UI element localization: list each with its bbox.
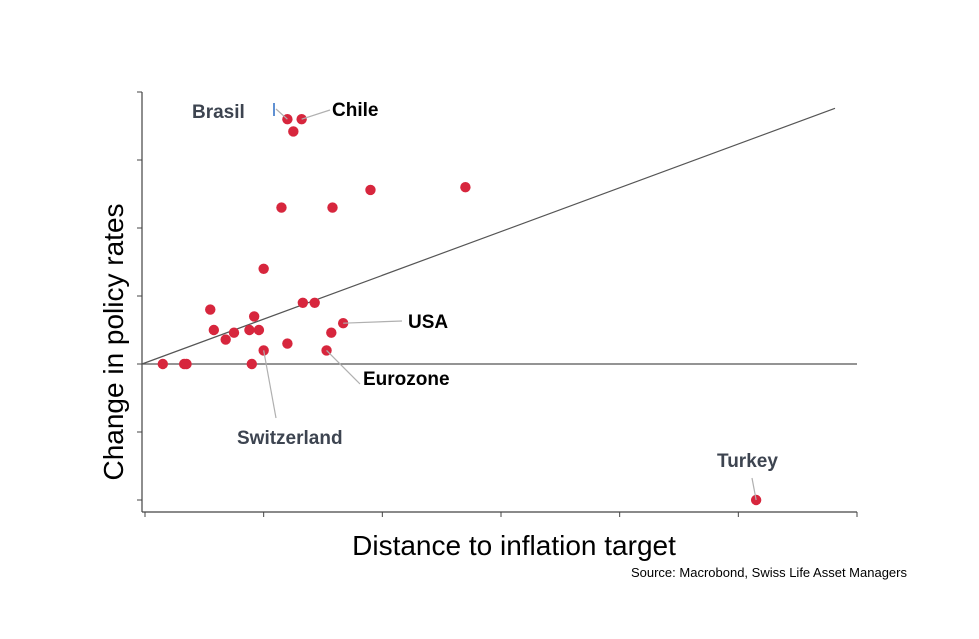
- annotation-chile: Chile: [332, 100, 378, 121]
- leader-line: [751, 477, 757, 501]
- data-point: [258, 345, 269, 356]
- annotation-turkey: Turkey: [717, 451, 778, 472]
- data-point: [220, 334, 231, 345]
- data-point: [365, 184, 376, 196]
- annotations: Brasil Chile USA Eurozone Switzerland Turkey: [192, 100, 778, 501]
- annotation-eurozone: Eurozone: [363, 369, 450, 390]
- data-point: [276, 202, 287, 213]
- data-point: [248, 311, 260, 322]
- source-note: Source: Macrobond, Swiss Life Asset Mana…: [630, 565, 907, 580]
- data-point: [205, 304, 216, 315]
- data-point: [282, 338, 293, 349]
- data-point: [258, 263, 269, 274]
- data-point: [309, 297, 320, 308]
- y-axis-title: Change in policy rates: [98, 203, 129, 480]
- annotation-usa: USA: [408, 312, 448, 333]
- x-axis-title: Distance to inflation target: [352, 530, 676, 561]
- data-point: [297, 297, 309, 308]
- leader-line: [301, 109, 331, 120]
- data-point: [157, 358, 168, 370]
- data-point: [181, 358, 192, 370]
- data-point: [327, 202, 338, 213]
- data-point: [253, 324, 265, 336]
- leader-line: [263, 350, 277, 419]
- data-point: [246, 358, 257, 370]
- leader-line: [326, 349, 361, 385]
- data-point: [326, 327, 337, 338]
- data-point: [228, 327, 240, 338]
- data-point: [208, 324, 220, 336]
- data-points: [157, 114, 762, 506]
- data-point: [244, 324, 255, 336]
- leader-line: [343, 320, 403, 324]
- axes: [137, 91, 858, 517]
- reference-line-group: [141, 107, 857, 365]
- regression-line: [141, 107, 836, 365]
- data-point: [460, 182, 471, 193]
- data-point: [288, 126, 299, 137]
- annotation-switzerland: Switzerland: [237, 428, 343, 449]
- annotation-brasil: Brasil: [192, 102, 245, 123]
- leader-line: [275, 108, 288, 120]
